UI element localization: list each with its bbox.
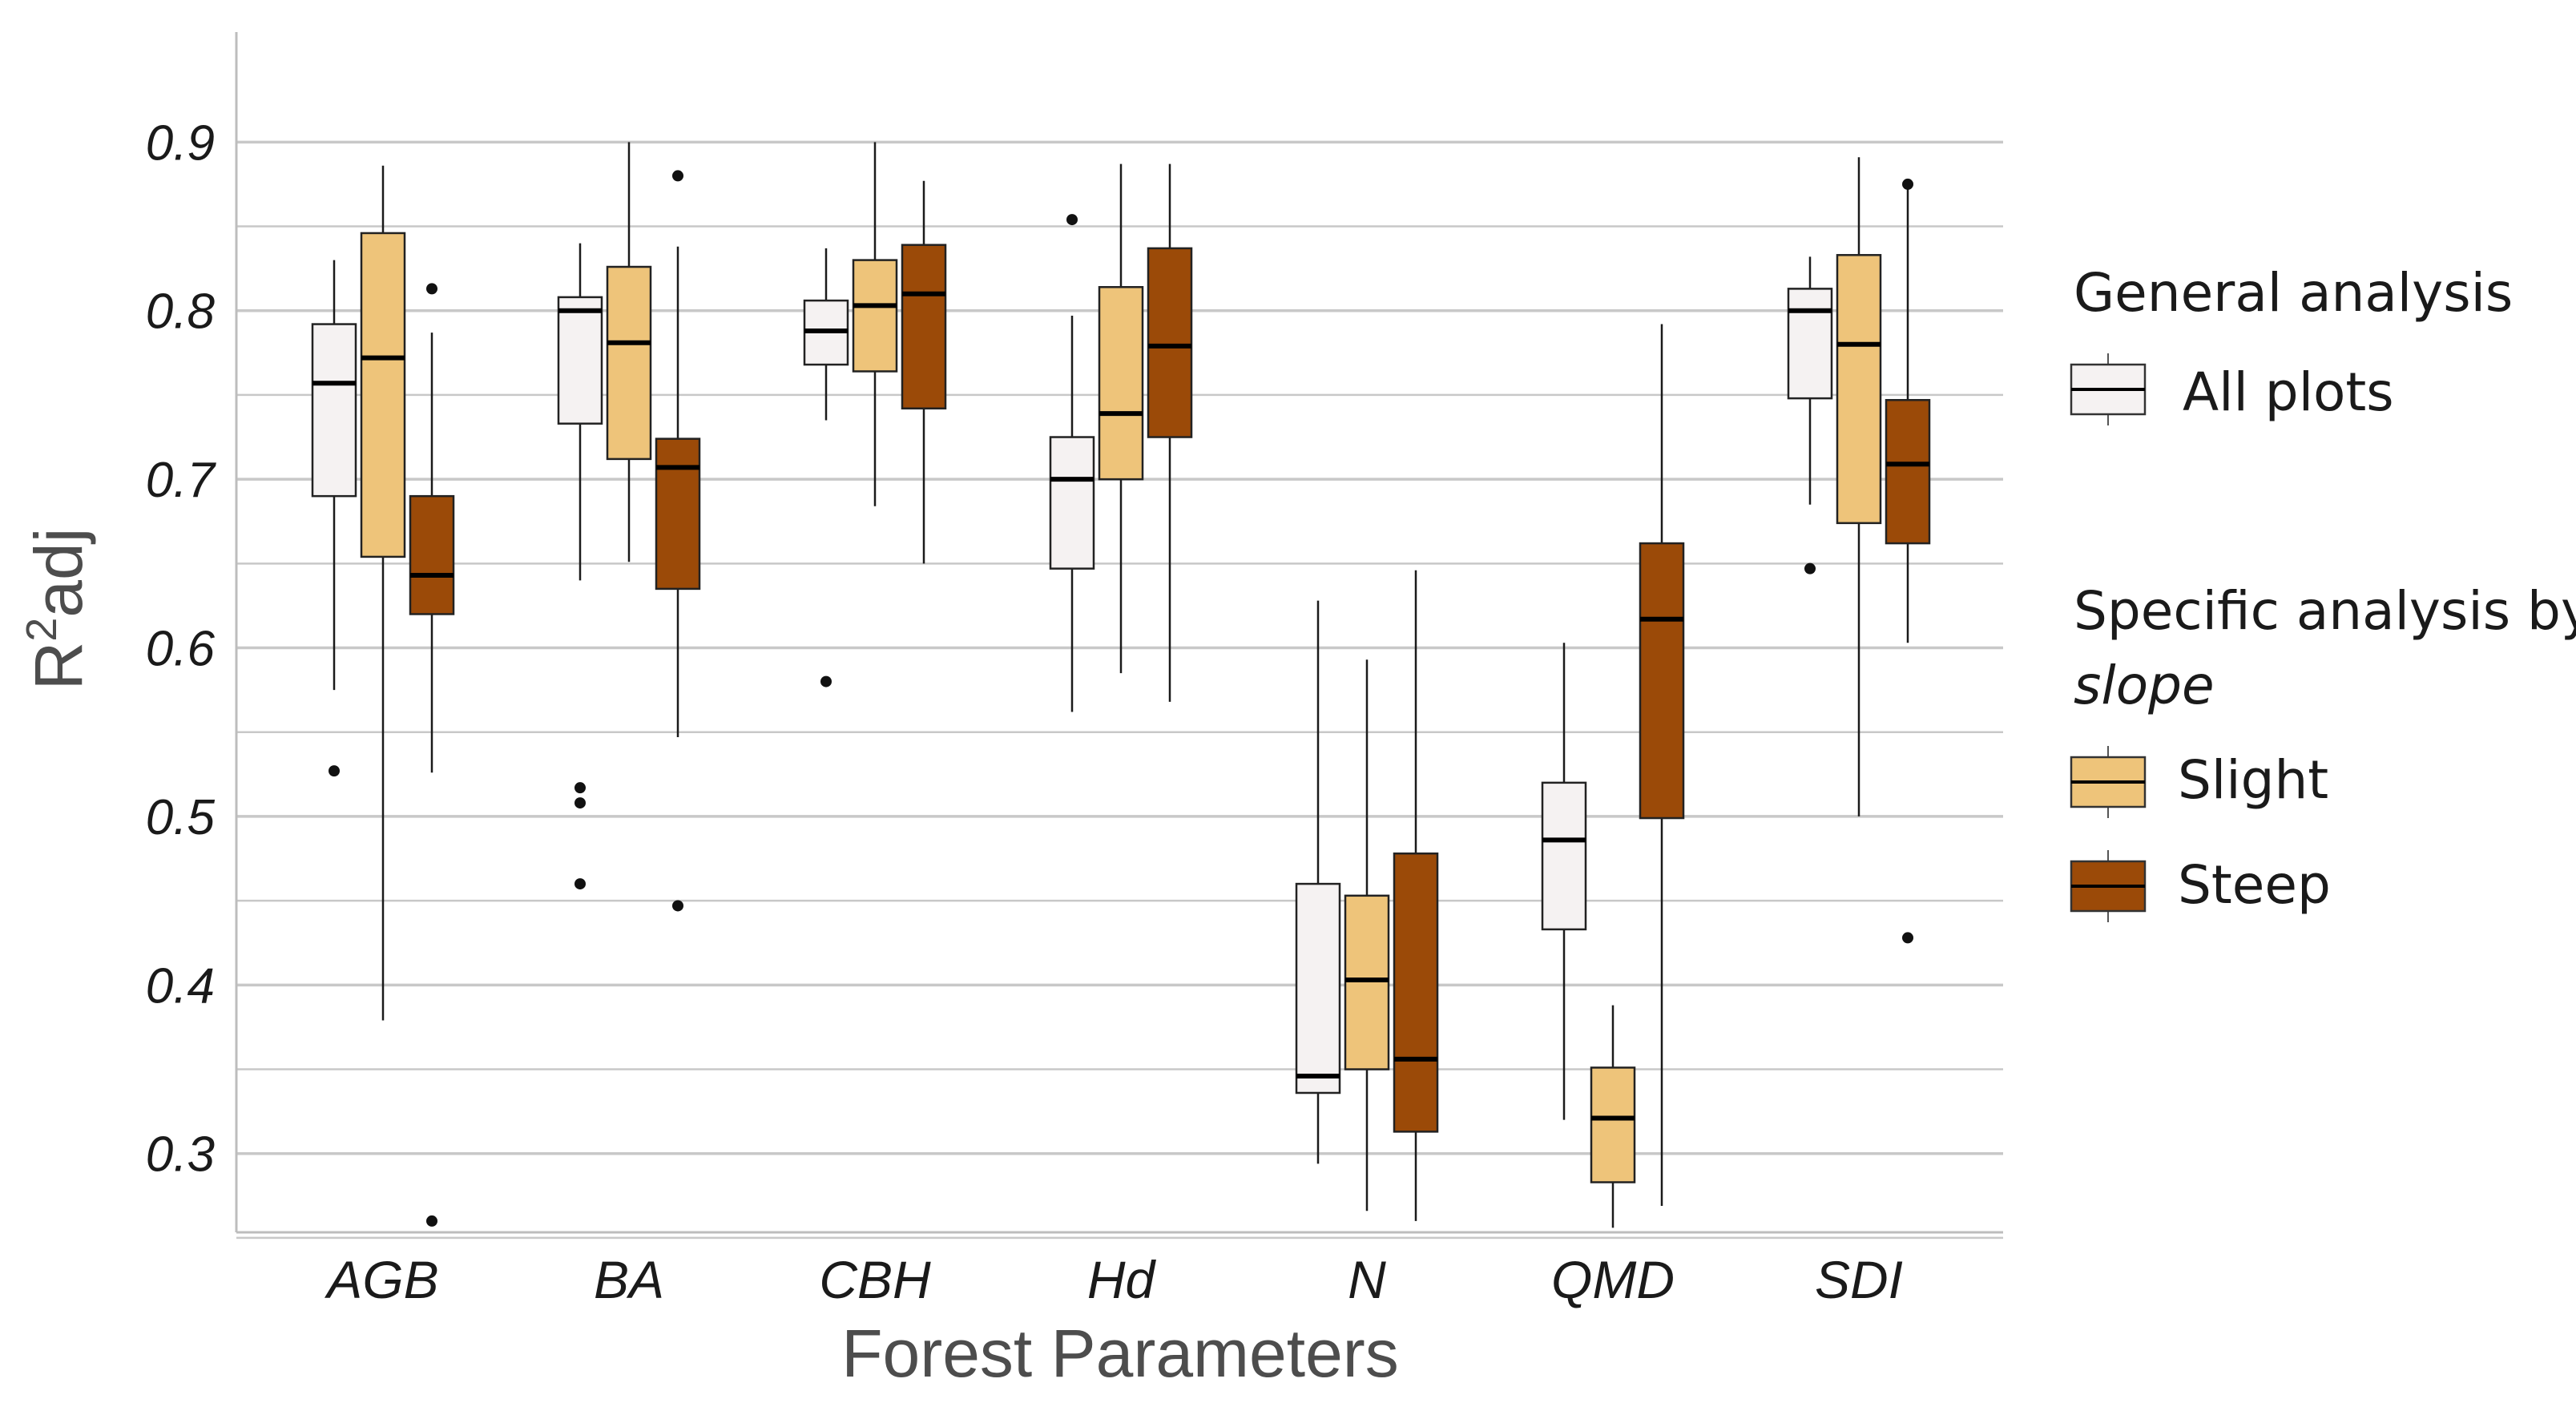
- y-tick-labels: 0.3 0.4 0.5 0.6 0.7 0.8 0.9: [146, 115, 217, 1182]
- plot-axes: [235, 32, 2003, 1234]
- box-rect: [655, 437, 701, 591]
- box-rect: [1098, 286, 1144, 481]
- box-all-plots-cbh: [803, 248, 849, 687]
- box-all-plots-n: [1295, 600, 1341, 1164]
- y-axis-title-superscript: 2: [18, 618, 66, 642]
- x-tick-label: BA: [594, 1250, 664, 1309]
- outlier-point: [574, 782, 586, 794]
- y-tick-label: 0.9: [146, 115, 215, 171]
- box-slight-qmd: [1590, 1005, 1636, 1228]
- box-rect: [1393, 852, 1439, 1133]
- box-steep-sdi: [1885, 178, 1931, 944]
- box-slight-sdi: [1836, 157, 1882, 816]
- x-tick-label: N: [1348, 1250, 1386, 1309]
- outlier-point: [329, 765, 340, 777]
- outlier-point: [820, 675, 832, 687]
- box-steep-ba: [655, 170, 701, 912]
- box-rect: [311, 323, 357, 498]
- legend: General analysis All plots Specific anal…: [2070, 262, 2576, 922]
- legend-title-general: General analysis: [2074, 262, 2513, 324]
- y-tick-label: 0.5: [146, 790, 216, 845]
- box-rect: [1590, 1066, 1636, 1183]
- box-steep-cbh: [901, 180, 947, 564]
- box-all-plots-agb: [311, 260, 357, 777]
- y-axis-title-main: R: [21, 642, 96, 691]
- box-rect: [1147, 247, 1193, 438]
- box-rect: [409, 494, 455, 615]
- box-all-plots-ba: [557, 243, 603, 890]
- legend-label-slight: Slight: [2178, 749, 2328, 811]
- box-rect: [606, 265, 652, 461]
- box-slight-cbh: [852, 142, 898, 506]
- legend-key-slight: [2070, 746, 2147, 818]
- y-tick-label: 0.8: [146, 284, 216, 340]
- outlier-point: [426, 283, 437, 295]
- x-tick-label: SDI: [1815, 1250, 1903, 1309]
- box-rect: [557, 296, 603, 425]
- box-rect: [1344, 894, 1390, 1070]
- box-rect: [1885, 398, 1931, 545]
- outlier-point: [672, 900, 683, 912]
- outlier-point: [426, 1215, 437, 1227]
- legend-title-specific-slope: slope: [2074, 655, 2215, 716]
- box-steep-agb: [409, 283, 455, 1227]
- outlier-point: [1066, 214, 1078, 226]
- legend-key-steep: [2070, 850, 2147, 922]
- outlier-point: [574, 797, 586, 809]
- x-tick-label: AGB: [324, 1250, 438, 1309]
- box-rect: [901, 244, 947, 410]
- outlier-point: [672, 170, 683, 182]
- box-rect: [852, 259, 898, 373]
- box-rect: [360, 232, 406, 558]
- outlier-point: [1902, 932, 1913, 944]
- y-axis-title-rest: adj: [21, 528, 96, 618]
- y-tick-label: 0.6: [146, 622, 216, 677]
- box-rect: [1836, 254, 1882, 525]
- legend-label-all-plots: All plots: [2183, 361, 2394, 423]
- box-rect: [1787, 288, 1833, 400]
- legend-key-all-plots: [2070, 353, 2147, 425]
- box-all-plots-qmd: [1541, 643, 1587, 1120]
- legend-title-specific: Specific analysis by: [2074, 580, 2576, 642]
- box-slight-agb: [360, 165, 406, 1021]
- box-slight-ba: [606, 142, 652, 562]
- box-rect: [1639, 542, 1685, 820]
- legend-label-steep: Steep: [2178, 854, 2331, 916]
- box-steep-hd: [1147, 163, 1193, 702]
- outlier-point: [574, 878, 586, 890]
- y-tick-label: 0.7: [146, 453, 217, 508]
- y-tick-label: 0.4: [146, 958, 215, 1014]
- box-steep-n: [1393, 570, 1439, 1221]
- outlier-point: [1804, 562, 1816, 574]
- box-rect: [1049, 436, 1095, 570]
- box-rect: [1295, 882, 1341, 1095]
- box-all-plots-sdi: [1787, 256, 1833, 574]
- outlier-point: [1902, 178, 1913, 190]
- x-tick-label: Hd: [1087, 1250, 1157, 1309]
- box-rect: [1541, 781, 1587, 931]
- box-all-plots-hd: [1049, 214, 1095, 712]
- box-steep-qmd: [1639, 324, 1685, 1206]
- y-tick-label: 0.3: [146, 1127, 215, 1183]
- box-slight-n: [1344, 659, 1390, 1211]
- x-axis-title: Forest Parameters: [841, 1316, 1399, 1391]
- boxes: [311, 142, 1931, 1228]
- x-tick-label: CBH: [819, 1250, 931, 1309]
- y-axis-title: R2adj: [18, 528, 96, 691]
- x-tick-labels: AGB BA CBH Hd N QMD SDI: [324, 1250, 1903, 1309]
- box-slight-hd: [1098, 163, 1144, 674]
- x-tick-label: QMD: [1551, 1250, 1675, 1309]
